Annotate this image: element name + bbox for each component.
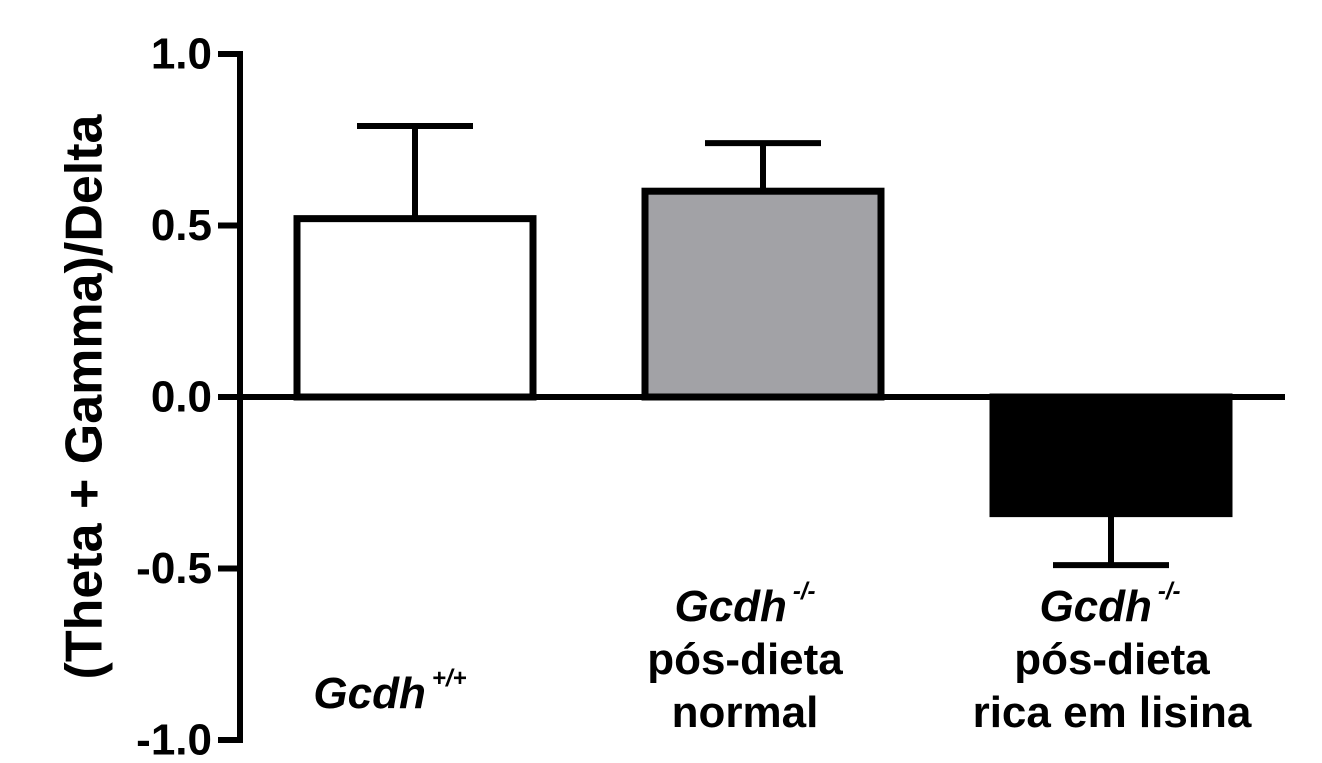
y-tick-label: 0.5 [151, 201, 212, 250]
category-label-line: normal [672, 688, 819, 737]
category-label: Gcdh -/- [674, 578, 815, 631]
category-label-line: pós-dieta [1014, 635, 1210, 684]
category-label: Gcdh -/- [1039, 578, 1180, 631]
y-tick-label: -1.0 [136, 716, 212, 763]
y-axis-label: (Theta + Gamma)/Delta [56, 113, 114, 679]
category-label-line: pós-dieta [647, 635, 843, 684]
y-ticks: 1.0 0.5 0.0 -0.5 -1.0 [136, 30, 240, 763]
category-label-line: rica em lisina [973, 688, 1252, 737]
y-tick-label: 1.0 [151, 30, 212, 79]
y-tick-label: 0.0 [151, 373, 212, 422]
category-label: Gcdh +/+ [313, 665, 466, 718]
bar [641, 187, 885, 401]
bars [293, 123, 1233, 569]
bar [989, 393, 1233, 518]
bar [293, 215, 537, 401]
y-tick-label: -0.5 [136, 544, 212, 593]
